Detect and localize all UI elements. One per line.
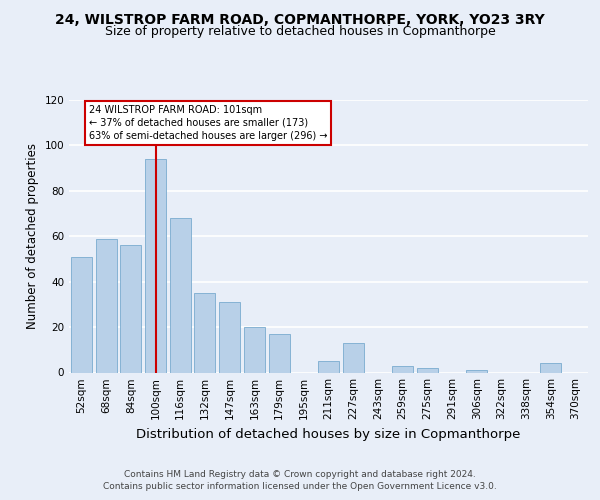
Bar	[71, 256, 92, 372]
Text: Size of property relative to detached houses in Copmanthorpe: Size of property relative to detached ho…	[104, 25, 496, 38]
Bar	[170, 218, 191, 372]
Text: Contains HM Land Registry data © Crown copyright and database right 2024.
Contai: Contains HM Land Registry data © Crown c…	[103, 470, 497, 491]
Bar	[417, 368, 438, 372]
Bar	[145, 159, 166, 372]
Y-axis label: Number of detached properties: Number of detached properties	[26, 143, 39, 329]
Bar	[318, 361, 339, 372]
Bar	[244, 327, 265, 372]
Text: 24 WILSTROP FARM ROAD: 101sqm
← 37% of detached houses are smaller (173)
63% of : 24 WILSTROP FARM ROAD: 101sqm ← 37% of d…	[89, 104, 327, 141]
Bar	[466, 370, 487, 372]
Bar	[269, 334, 290, 372]
Bar	[541, 364, 562, 372]
Bar	[392, 366, 413, 372]
X-axis label: Distribution of detached houses by size in Copmanthorpe: Distribution of detached houses by size …	[136, 428, 521, 441]
Text: 24, WILSTROP FARM ROAD, COPMANTHORPE, YORK, YO23 3RY: 24, WILSTROP FARM ROAD, COPMANTHORPE, YO…	[55, 12, 545, 26]
Bar	[120, 246, 141, 372]
Bar	[194, 293, 215, 372]
Bar	[219, 302, 240, 372]
Bar	[95, 238, 116, 372]
Bar	[343, 343, 364, 372]
